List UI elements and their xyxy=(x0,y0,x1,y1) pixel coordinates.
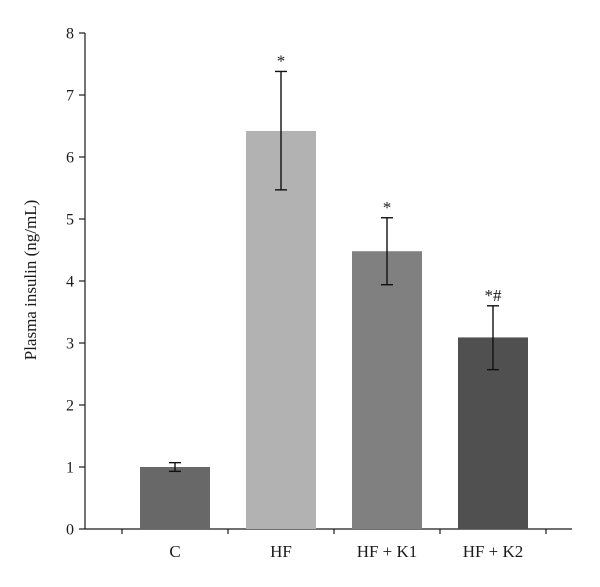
x-axis xyxy=(85,528,572,534)
bar-2 xyxy=(246,130,316,529)
y-tick-label: 0 xyxy=(66,522,74,539)
y-tick-label: 6 xyxy=(66,150,74,167)
significance-marker-3: * xyxy=(383,198,392,217)
significance-annotations: * * *# xyxy=(277,51,502,304)
y-tick-label: 2 xyxy=(66,398,74,415)
y-tick-label: 3 xyxy=(66,336,74,353)
bar-3 xyxy=(352,251,422,530)
category-label-1: C xyxy=(169,542,180,561)
significance-marker-2: * xyxy=(277,51,286,70)
category-label-3: HF + K1 xyxy=(357,542,418,561)
bars xyxy=(140,130,528,530)
y-axis: 0 1 2 3 4 5 6 7 8 xyxy=(66,26,86,539)
error-bars xyxy=(169,70,499,473)
y-axis-title: Plasma insulin (ng/mL) xyxy=(21,200,40,361)
error-bar-4 xyxy=(487,305,499,371)
y-tick-label: 5 xyxy=(66,212,74,229)
significance-marker-4: *# xyxy=(485,286,503,305)
error-bar-3 xyxy=(381,217,393,286)
category-label-4: HF + K2 xyxy=(463,542,524,561)
y-tick-label: 7 xyxy=(66,88,74,105)
y-tick-label: 1 xyxy=(66,460,74,477)
y-tick-label: 4 xyxy=(66,274,74,291)
category-label-2: HF xyxy=(270,542,292,561)
y-tick-label: 8 xyxy=(66,26,74,43)
category-labels: C HF HF + K1 HF + K2 xyxy=(169,542,523,561)
error-bar-1 xyxy=(169,461,181,473)
error-bar-2 xyxy=(275,70,287,191)
bar-1 xyxy=(140,467,210,529)
